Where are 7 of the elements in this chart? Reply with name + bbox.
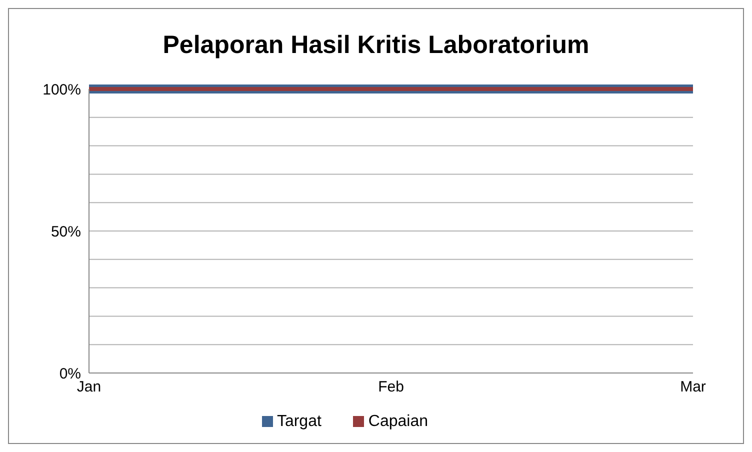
y-tick-label: 100%: [42, 81, 81, 98]
legend-label: Targat: [276, 413, 322, 430]
x-tick-label: Mar: [680, 378, 706, 396]
legend-label: Capaian: [368, 413, 428, 430]
y-tick-label: 50%: [50, 223, 81, 240]
chart-title: Pelaporan Hasil Kritis Laboratorium: [162, 30, 590, 61]
x-tick-label: Feb: [378, 378, 404, 396]
